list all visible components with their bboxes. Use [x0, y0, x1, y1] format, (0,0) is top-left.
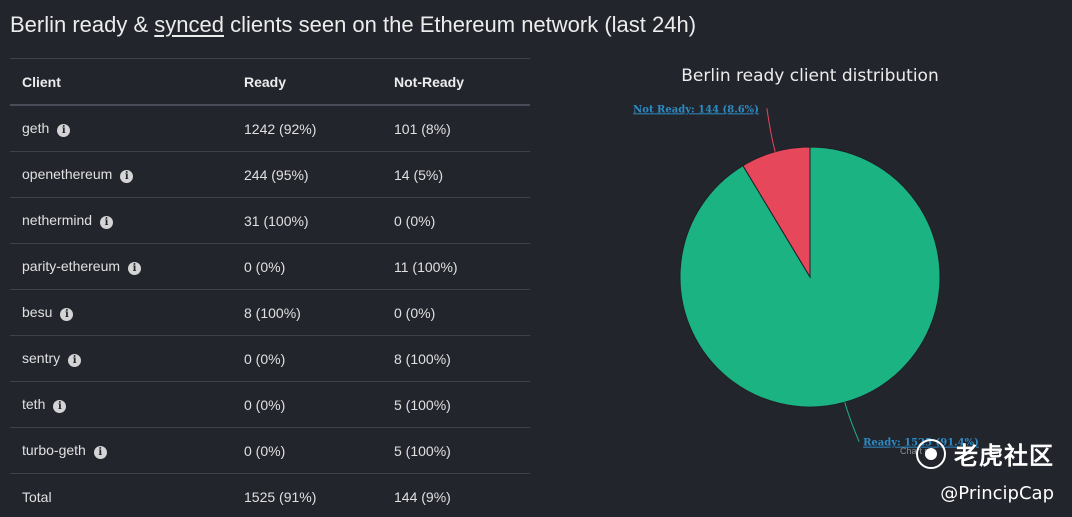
client-name: sentry: [22, 350, 61, 366]
client-cell: turbo-geth i: [10, 427, 232, 474]
header-not-ready: Not-Ready: [382, 58, 530, 106]
info-icon[interactable]: i: [53, 400, 67, 413]
table-row: teth i 0 (0%) 5 (100%): [10, 381, 530, 428]
pie-connector-ready: [844, 402, 860, 442]
clients-table: Client Ready Not-Ready geth i 1242 (92%) …: [10, 58, 530, 517]
client-cell: teth i: [10, 381, 232, 428]
not-ready-cell: 11 (100%): [382, 243, 530, 290]
total-ready: 1525 (91%): [244, 488, 317, 505]
tiger-community-logo-icon: [916, 438, 946, 469]
not-ready-cell: 5 (100%): [382, 381, 530, 428]
total-label: Total: [22, 488, 52, 505]
info-icon[interactable]: i: [120, 170, 134, 183]
title-prefix: Berlin ready &: [10, 12, 155, 37]
pie-chart: Berlin ready client distribution Ready: …: [560, 56, 1072, 496]
ready-cell: 0 (0%): [232, 427, 382, 474]
clients-table-container: Client Ready Not-Ready geth i 1242 (92%) …: [10, 58, 530, 517]
client-name: openethereum: [22, 166, 113, 182]
watermark-name: 老虎社区: [954, 442, 1054, 470]
info-icon[interactable]: i: [57, 124, 71, 137]
total-not-ready: 144 (9%): [394, 488, 451, 505]
title-suffix: clients seen on the Ethereum network (la…: [224, 12, 697, 37]
chart-title: Berlin ready client distribution: [681, 66, 938, 86]
client-name: besu: [22, 304, 53, 320]
table-row: sentry i 0 (0%) 8 (100%): [10, 335, 530, 382]
pie-chart-svg: Berlin ready client distribution Ready: …: [633, 66, 979, 456]
client-cell: besu i: [10, 289, 232, 336]
pie-slices: [679, 146, 941, 408]
pie-connector-not-ready: [766, 108, 776, 152]
client-cell: openethereum i: [10, 151, 232, 198]
table-row: openethereum i 244 (95%) 14 (5%): [10, 151, 530, 198]
client-name: geth: [22, 120, 50, 136]
table-total-row: Total 1525 (91%) 144 (9%): [10, 474, 530, 517]
client-name: turbo-geth: [22, 442, 86, 458]
info-icon[interactable]: i: [68, 354, 82, 367]
client-name: parity-ethereum: [22, 258, 121, 274]
client-name: teth: [22, 396, 46, 412]
table-row: turbo-geth i 0 (0%) 5 (100%): [10, 427, 530, 474]
page-title: Berlin ready & synced clients seen on th…: [10, 12, 696, 38]
ready-cell: 244 (95%): [232, 151, 382, 198]
header-ready: Ready: [232, 58, 382, 106]
client-cell: sentry i: [10, 335, 232, 382]
ready-cell: 8 (100%): [232, 289, 382, 336]
pie-label-not-ready[interactable]: Not Ready: 144 (8.6%): [633, 104, 759, 115]
table-row: nethermind i 31 (100%) 0 (0%): [10, 197, 530, 244]
watermark-handle: @PrincipCap: [940, 483, 1054, 504]
table-row: geth i 1242 (92%) 101 (8%): [10, 105, 530, 152]
client-cell: parity-ethereum i: [10, 243, 232, 290]
client-cell: nethermind i: [10, 197, 232, 244]
header-client: Client: [10, 58, 232, 106]
not-ready-cell: 0 (0%): [382, 197, 530, 244]
info-icon[interactable]: i: [128, 262, 142, 275]
ready-cell: 0 (0%): [232, 335, 382, 382]
ready-cell: 0 (0%): [232, 243, 382, 290]
not-ready-cell: 14 (5%): [382, 151, 530, 198]
watermark-brand: 老虎社区: [916, 436, 1054, 471]
watermark: 老虎社区 @PrincipCap: [916, 436, 1054, 504]
client-cell: geth i: [10, 105, 232, 152]
table-row: parity-ethereum i 0 (0%) 11 (100%): [10, 243, 530, 290]
table-header-row: Client Ready Not-Ready: [10, 58, 530, 106]
not-ready-cell: 5 (100%): [382, 427, 530, 474]
synced-link[interactable]: synced: [154, 12, 225, 37]
not-ready-cell: 8 (100%): [382, 335, 530, 382]
not-ready-cell: 0 (0%): [382, 289, 530, 336]
info-icon[interactable]: i: [100, 216, 114, 229]
info-icon[interactable]: i: [93, 446, 107, 459]
not-ready-cell: 101 (8%): [382, 105, 530, 152]
ready-cell: 31 (100%): [232, 197, 382, 244]
client-name: nethermind: [22, 212, 93, 228]
info-icon[interactable]: i: [60, 308, 74, 321]
table-row: besu i 8 (100%) 0 (0%): [10, 289, 530, 336]
ready-cell: 0 (0%): [232, 381, 382, 428]
ready-cell: 1242 (92%): [232, 105, 382, 152]
